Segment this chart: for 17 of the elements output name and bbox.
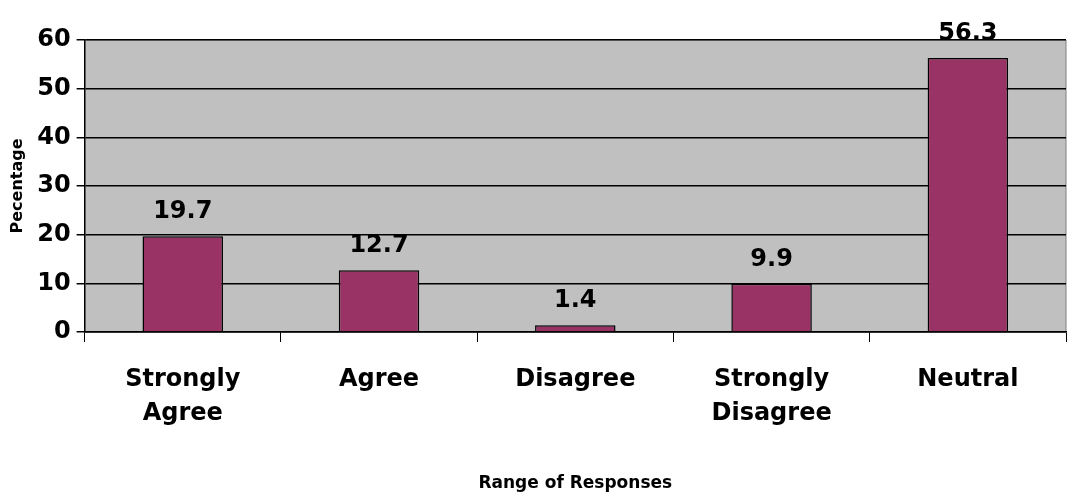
y-tick-label: 40 xyxy=(37,121,71,150)
x-axis-title: Range of Responses xyxy=(478,472,673,493)
x-tick-label: Agree xyxy=(338,363,420,392)
x-tick-label: Disagree xyxy=(515,363,636,392)
y-tick-label: 20 xyxy=(37,218,71,247)
data-label: 9.9 xyxy=(750,244,793,273)
y-tick-label: 60 xyxy=(37,24,71,53)
data-label: 1.4 xyxy=(554,285,597,314)
x-tick-label: Strongly Agree xyxy=(125,363,241,427)
data-label: 19.7 xyxy=(153,196,213,225)
y-axis-title: Pecentage xyxy=(6,138,26,234)
y-tick-label: 30 xyxy=(37,170,71,199)
y-tick-label: 0 xyxy=(53,316,71,345)
y-tick-label: 50 xyxy=(37,72,71,101)
x-tick-label: Strongly Disagree xyxy=(711,363,832,427)
y-tick-label: 10 xyxy=(37,267,71,296)
x-tick-label: Neutral xyxy=(917,363,1019,392)
